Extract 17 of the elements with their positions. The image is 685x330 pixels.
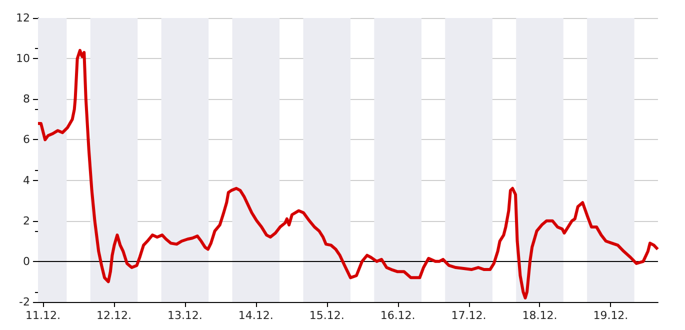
y-tick-label: 8 [23,92,30,106]
y-tick-label: 12 [16,12,30,24]
x-tick-label: 12.12. [96,309,132,322]
x-tick-label: 19.12. [593,309,628,322]
x-tick-label: 16.12. [380,309,416,322]
y-tick-label: 10 [16,52,30,66]
x-tick-label: 13.12. [167,309,202,322]
y-tick-label: 4 [23,174,30,187]
x-tick-label: 18.12. [522,309,558,322]
x-tick-label: 17.12. [451,309,486,322]
y-tick-label: -2 [19,296,30,308]
y-tick-label: 6 [23,133,30,146]
x-tick-label: 14.12. [238,309,274,322]
y-tick-label: 2 [23,214,30,228]
x-tick-label: 15.12. [309,309,344,322]
y-tick-label: 0 [23,254,30,268]
x-tick-label: 11.12. [26,309,61,322]
